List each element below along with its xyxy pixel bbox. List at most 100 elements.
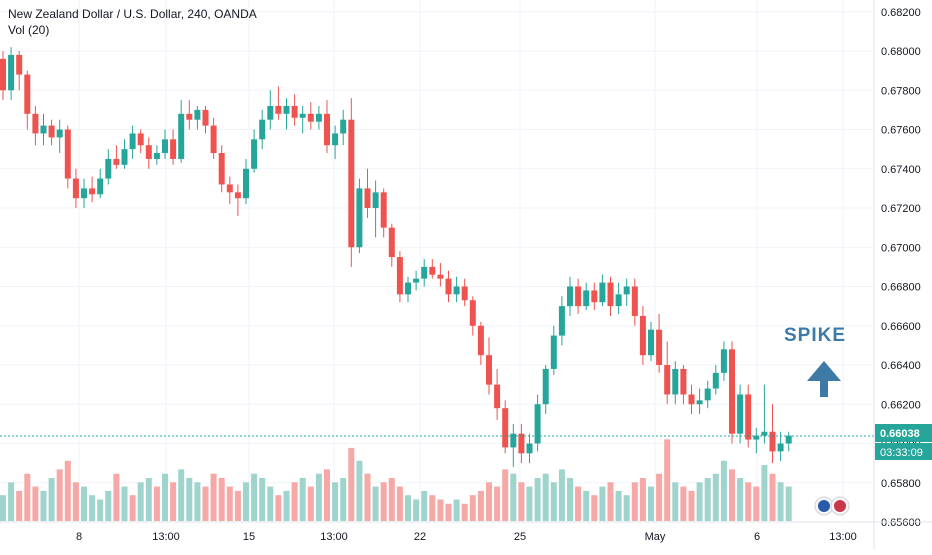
price-tick-label: 0.67400 [881, 164, 921, 176]
volume-bar [534, 478, 541, 521]
candle-body [542, 368, 549, 405]
candle-body [380, 192, 387, 228]
candle-body [615, 294, 622, 307]
volume-bar [178, 469, 185, 521]
events-icon[interactable] [814, 496, 850, 516]
price-tick-label: 0.67200 [881, 203, 921, 215]
candle-body [477, 325, 484, 356]
time-axis[interactable]: 8 13:00 15 13:00 22 25 May 6 13:00 [76, 531, 857, 543]
volume-bar [421, 490, 428, 521]
candle-body [704, 388, 711, 401]
time-tick-label: May [645, 531, 666, 543]
volume-bar [583, 490, 590, 521]
candle-body [356, 188, 363, 248]
candle-body [623, 286, 630, 295]
volume-bar [380, 482, 387, 521]
volume-bar [0, 495, 6, 521]
candle-body [178, 113, 185, 159]
volume-bar [332, 482, 339, 521]
price-tick-label: 0.65600 [881, 517, 921, 529]
candle-body [469, 300, 476, 326]
candle-body [575, 286, 582, 307]
volume-bar [486, 482, 492, 521]
volume-bar [202, 486, 209, 521]
time-tick-label: 13:00 [152, 531, 180, 543]
candle-body [437, 274, 444, 279]
candle-body [97, 178, 104, 195]
volume-bar [283, 490, 290, 521]
volume-bar [218, 478, 225, 521]
volume-bar [688, 490, 695, 521]
candle-body [194, 109, 201, 120]
countdown-tag: 03:33:09 [875, 443, 932, 460]
volume-bar [396, 486, 403, 521]
volume-bar [210, 473, 217, 521]
candle-body [777, 443, 784, 452]
candle-body [186, 113, 193, 120]
price-tick-label: 0.66600 [881, 321, 921, 333]
time-tick-label: 25 [514, 531, 526, 543]
volume-bar [542, 473, 549, 521]
volume-bar [761, 465, 768, 521]
volume-bar [121, 486, 128, 521]
symbol-title[interactable]: New Zealand Dollar / U.S. Dollar, 240, O… [8, 7, 257, 21]
volume-bar [469, 495, 476, 521]
volume-bar [477, 490, 484, 521]
spike-label: SPIKE [784, 325, 846, 346]
candle-body [56, 129, 63, 138]
volume-bar [56, 469, 63, 521]
volume-indicator-label[interactable]: Vol (20) [8, 23, 50, 37]
candle-body [429, 266, 436, 275]
candle-body [639, 315, 646, 356]
candle-body [218, 153, 225, 185]
candle-body [372, 192, 379, 209]
volume-bar [453, 499, 460, 521]
candle-body [534, 404, 541, 444]
volume-bar [97, 499, 104, 521]
candle-body [162, 139, 168, 154]
chart-header: New Zealand Dollar / U.S. Dollar, 240, O… [8, 6, 257, 38]
candle-body [567, 286, 573, 307]
volume-bar [170, 482, 177, 521]
volume-bar [16, 490, 23, 521]
volume-bar [259, 478, 266, 521]
volume-bar [510, 473, 517, 521]
candle-body [40, 125, 47, 134]
candle-body [145, 145, 152, 159]
candle-body [8, 54, 15, 91]
candle-body [332, 133, 339, 146]
volume-bar [729, 469, 735, 521]
volume-bar [567, 478, 573, 521]
countdown-text: 03:33:09 [880, 447, 923, 459]
candle-body [461, 286, 468, 301]
time-tick-label: 15 [243, 531, 255, 543]
candle-body [243, 168, 249, 199]
arrow-up-icon[interactable] [807, 361, 841, 397]
volume-bar [81, 486, 87, 521]
candle-body [153, 153, 160, 159]
time-tick-label: 13:00 [320, 531, 348, 543]
candle-body [226, 184, 233, 193]
volume-bar [631, 482, 638, 521]
volume-bar [186, 478, 193, 521]
volume-bar [518, 482, 525, 521]
volume-bar [105, 490, 112, 521]
price-tick-label: 0.67800 [881, 85, 921, 97]
volume-bar [445, 503, 452, 521]
candle-body [413, 278, 420, 283]
volume-bar [648, 486, 654, 521]
candle-body [0, 58, 6, 91]
candle-body [16, 54, 23, 75]
volume-bar [785, 486, 792, 521]
candle-body [510, 433, 517, 448]
volume-bar [72, 482, 79, 521]
candle-body [259, 119, 266, 140]
candle-body [729, 349, 735, 434]
candle-body [696, 400, 703, 405]
volume-bar [599, 486, 606, 521]
volume-bar [234, 490, 241, 521]
volume-bar [615, 490, 622, 521]
candle-body [202, 109, 209, 126]
volume-bar [340, 478, 347, 521]
candle-body [607, 282, 614, 307]
